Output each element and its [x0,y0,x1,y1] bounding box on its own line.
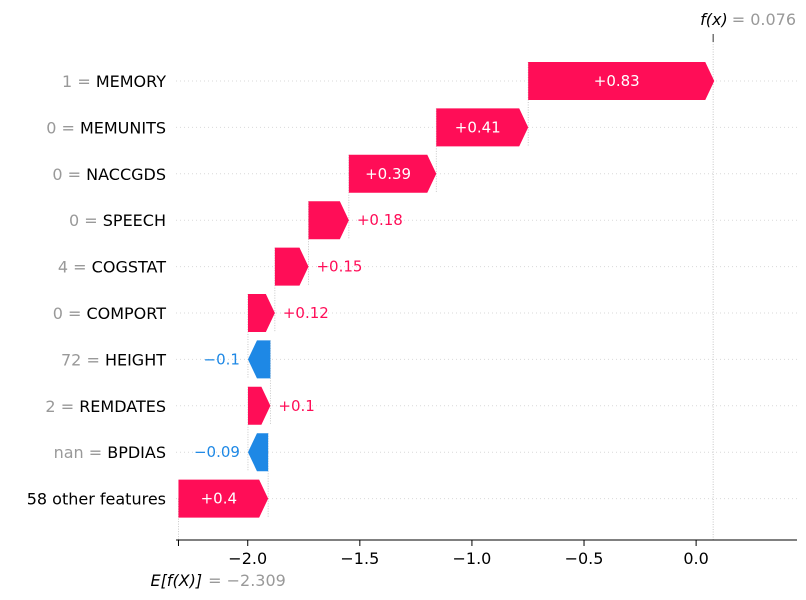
feature-label: 4 = COGSTAT [58,258,166,277]
base-label-value: = −2.309 [208,571,286,590]
feature-label: 2 = REMDATES [45,397,166,416]
bar-value-label: +0.39 [365,165,411,183]
feature-name: MEMUNITS [80,118,166,137]
feature-value: 0 = [69,211,103,230]
feature-name: NACCGDS [86,165,166,184]
feature-value: 1 = [62,72,96,91]
feature-label: 72 = HEIGHT [61,350,166,369]
output-value-label: f(x) = 0.076 [700,10,796,29]
bar-value-label: +0.12 [283,304,329,322]
feature-value: 0 = [46,118,80,137]
feature-value: nan = [54,443,108,462]
feature-name: BPDIAS [107,443,166,462]
bar-value-label: +0.83 [594,72,640,90]
bar-58-other-features [178,479,269,518]
feature-label: 0 = SPEECH [69,211,166,230]
feature-value: 0 = [53,304,87,323]
x-tick-label: 0.0 [683,549,708,568]
bar-cogstat [274,247,309,286]
bar-remdates [247,386,271,425]
feature-label: nan = BPDIAS [54,443,166,462]
feature-name: SPEECH [103,211,166,230]
feature-label: 1 = MEMORY [62,72,166,91]
x-tick-label: −1.5 [340,549,379,568]
bar-memunits [436,108,529,147]
feature-name: 58 other features [27,490,166,509]
feature-label: 58 other features [27,490,166,509]
bar-value-label: −0.09 [194,443,240,461]
feature-label: 0 = COMPORT [53,304,167,323]
feature-name: COMPORT [86,304,166,323]
feature-name: COGSTAT [92,258,167,277]
x-tick-label: −1.0 [452,549,491,568]
feature-label: 0 = MEMUNITS [46,118,166,137]
feature-value: 72 = [61,350,105,369]
output-label-value: = 0.076 [732,10,796,29]
bar-naccgds [348,154,437,193]
bar-height [247,340,271,379]
bar-value-label: −0.1 [204,350,240,368]
output-label-name: f(x) [700,10,728,29]
bar-value-label: +0.15 [316,258,362,276]
feature-name: MEMORY [96,72,166,91]
feature-label: 0 = NACCGDS [52,165,166,184]
feature-name: HEIGHT [105,350,166,369]
base-value-label: E[f(X)] = −2.309 [150,571,285,590]
bar-speech [308,201,349,240]
bar-value-label: +0.41 [455,118,501,136]
feature-value: 2 = [45,397,79,416]
feature-value: 0 = [52,165,86,184]
feature-value: 4 = [58,258,92,277]
bar-value-label: +0.4 [201,490,237,508]
bar-value-label: +0.1 [278,397,314,415]
base-label-name: E[f(X)] [150,571,202,590]
bar-memory [528,62,715,100]
x-tick-label: −0.5 [565,549,604,568]
feature-name: REMDATES [79,397,166,416]
bar-bpdias [247,433,269,472]
x-tick-label: −2.0 [228,549,267,568]
bar-value-label: +0.18 [357,211,403,229]
bar-comport [247,294,275,332]
